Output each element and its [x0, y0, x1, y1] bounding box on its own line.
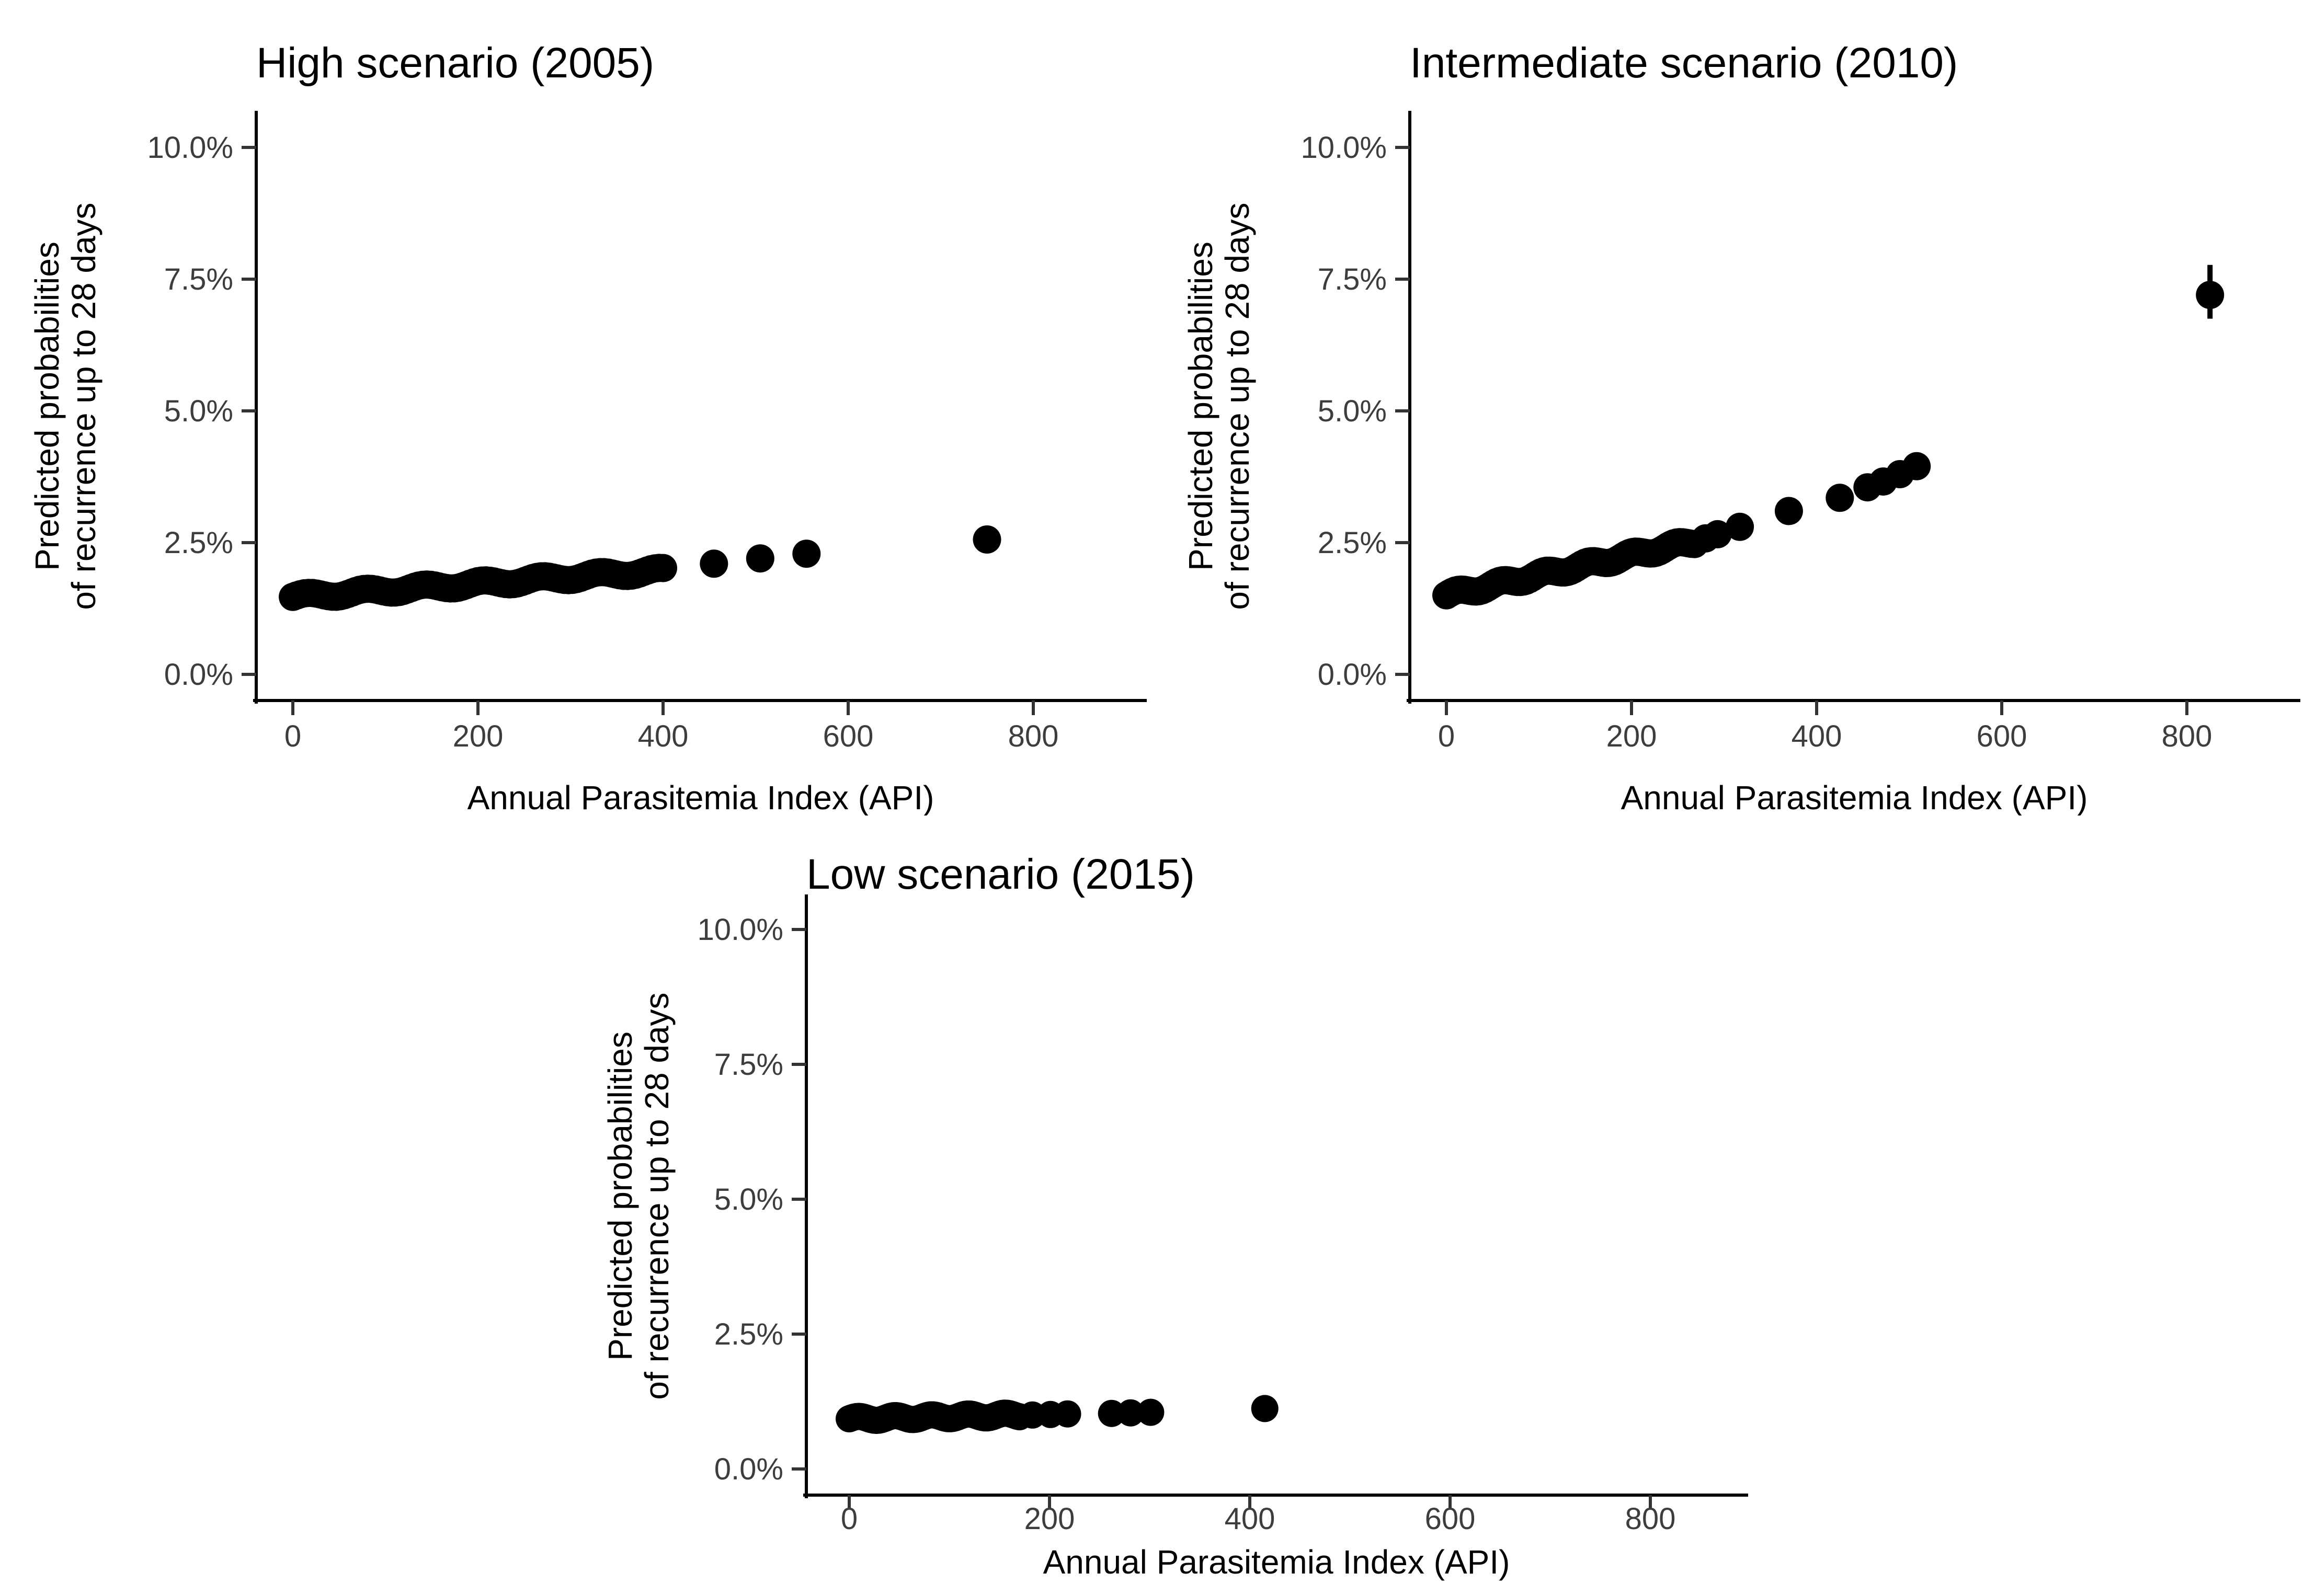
y-tick-label: 2.5%	[714, 1317, 783, 1351]
x-tick-label: 200	[453, 719, 504, 753]
y-axis-label-line1: Predicted probabilities	[601, 1031, 639, 1361]
y-tick-label: 7.5%	[164, 262, 233, 296]
y-tick-label: 7.5%	[1318, 262, 1387, 296]
scatter-plot-low: Low scenario (2015) Predicted probabilit…	[601, 851, 1748, 1581]
data-point	[746, 544, 774, 573]
x-tick-label: 200	[1024, 1502, 1075, 1536]
x-tick-label: 800	[2162, 719, 2212, 753]
scatter-plot-intermediate: Intermediate scenario (2010) Predicted p…	[1182, 39, 2300, 816]
x-tick-label: 0	[1438, 719, 1455, 753]
x-axis-ticks: 0 200 400 600 800	[284, 701, 1059, 753]
x-tick-label: 800	[1008, 719, 1059, 753]
y-axis-ticks: 0.0% 2.5% 5.0% 7.5% 10.0%	[698, 913, 806, 1486]
panel-high-scenario: High scenario (2005) Predicted probabili…	[0, 0, 1150, 816]
data-point	[1251, 1395, 1279, 1422]
y-axis-label-line2: of recurrence up to 28 days	[1218, 202, 1256, 610]
y-axis-label-line2: of recurrence up to 28 days	[638, 992, 676, 1399]
y-tick-label: 5.0%	[714, 1182, 783, 1216]
data-point	[1774, 497, 1803, 525]
scatter-plot-high: High scenario (2005) Predicted probabili…	[28, 39, 1147, 816]
y-tick-label: 10.0%	[698, 913, 783, 947]
data-points	[836, 1395, 1279, 1434]
x-tick-label: 600	[1977, 719, 2027, 753]
y-tick-label: 10.0%	[1301, 131, 1387, 165]
y-tick-label: 5.0%	[1318, 394, 1387, 428]
data-point	[1902, 452, 1931, 480]
x-tick-label: 400	[1225, 1502, 1275, 1536]
data-point	[1726, 512, 1754, 541]
y-tick-label: 10.0%	[147, 131, 233, 165]
y-tick-label: 7.5%	[714, 1048, 783, 1082]
x-axis-label: Annual Parasitemia Index (API)	[1621, 779, 2088, 816]
y-axis-ticks: 0.0% 2.5% 5.0% 7.5% 10.0%	[1301, 131, 1410, 692]
y-axis-label-line1: Predicted probabilities	[1182, 242, 1219, 571]
x-tick-label: 600	[823, 719, 874, 753]
data-point	[1117, 1399, 1145, 1427]
x-axis-ticks: 0 200 400 600 800	[1438, 701, 2212, 753]
x-tick-label: 0	[284, 719, 301, 753]
chart-title: Intermediate scenario (2010)	[1410, 39, 1958, 87]
panel-low-scenario: Low scenario (2015) Predicted probabilit…	[549, 816, 1752, 1596]
x-tick-label: 400	[1792, 719, 1842, 753]
y-tick-label: 2.5%	[1318, 526, 1387, 560]
data-point	[973, 525, 1001, 554]
band-point	[649, 554, 677, 582]
x-axis-label: Annual Parasitemia Index (API)	[1043, 1543, 1510, 1581]
data-point	[1703, 520, 1732, 548]
data-point	[1137, 1398, 1165, 1426]
data-point	[700, 549, 728, 578]
y-axis-label-line2: of recurrence up to 28 days	[65, 202, 102, 610]
x-axis-ticks: 0 200 400 600 800	[841, 1495, 1676, 1536]
x-axis-label: Annual Parasitemia Index (API)	[467, 779, 934, 816]
x-tick-label: 600	[1425, 1502, 1476, 1536]
y-tick-label: 5.0%	[164, 394, 233, 428]
y-axis-label-line1: Predicted probabilities	[28, 242, 66, 571]
panel-intermediate-scenario: Intermediate scenario (2010) Predicted p…	[1154, 0, 2304, 816]
y-tick-label: 0.0%	[714, 1452, 783, 1486]
data-point	[1098, 1399, 1125, 1427]
x-tick-label: 800	[1625, 1502, 1676, 1536]
data-point	[1054, 1400, 1081, 1428]
x-tick-label: 0	[841, 1502, 858, 1536]
data-point	[1826, 484, 1854, 512]
chart-title: High scenario (2005)	[256, 39, 654, 87]
data-points	[1432, 265, 2225, 610]
data-point	[792, 539, 821, 568]
y-tick-label: 2.5%	[164, 526, 233, 560]
y-axis-ticks: 0.0% 2.5% 5.0% 7.5% 10.0%	[147, 131, 256, 692]
x-tick-label: 400	[638, 719, 689, 753]
chart-title: Low scenario (2015)	[806, 851, 1195, 898]
y-tick-label: 0.0%	[1318, 658, 1387, 692]
y-tick-label: 0.0%	[164, 658, 233, 692]
outlier-point	[2196, 281, 2225, 309]
x-tick-label: 200	[1606, 719, 1657, 753]
data-points	[279, 525, 1001, 611]
